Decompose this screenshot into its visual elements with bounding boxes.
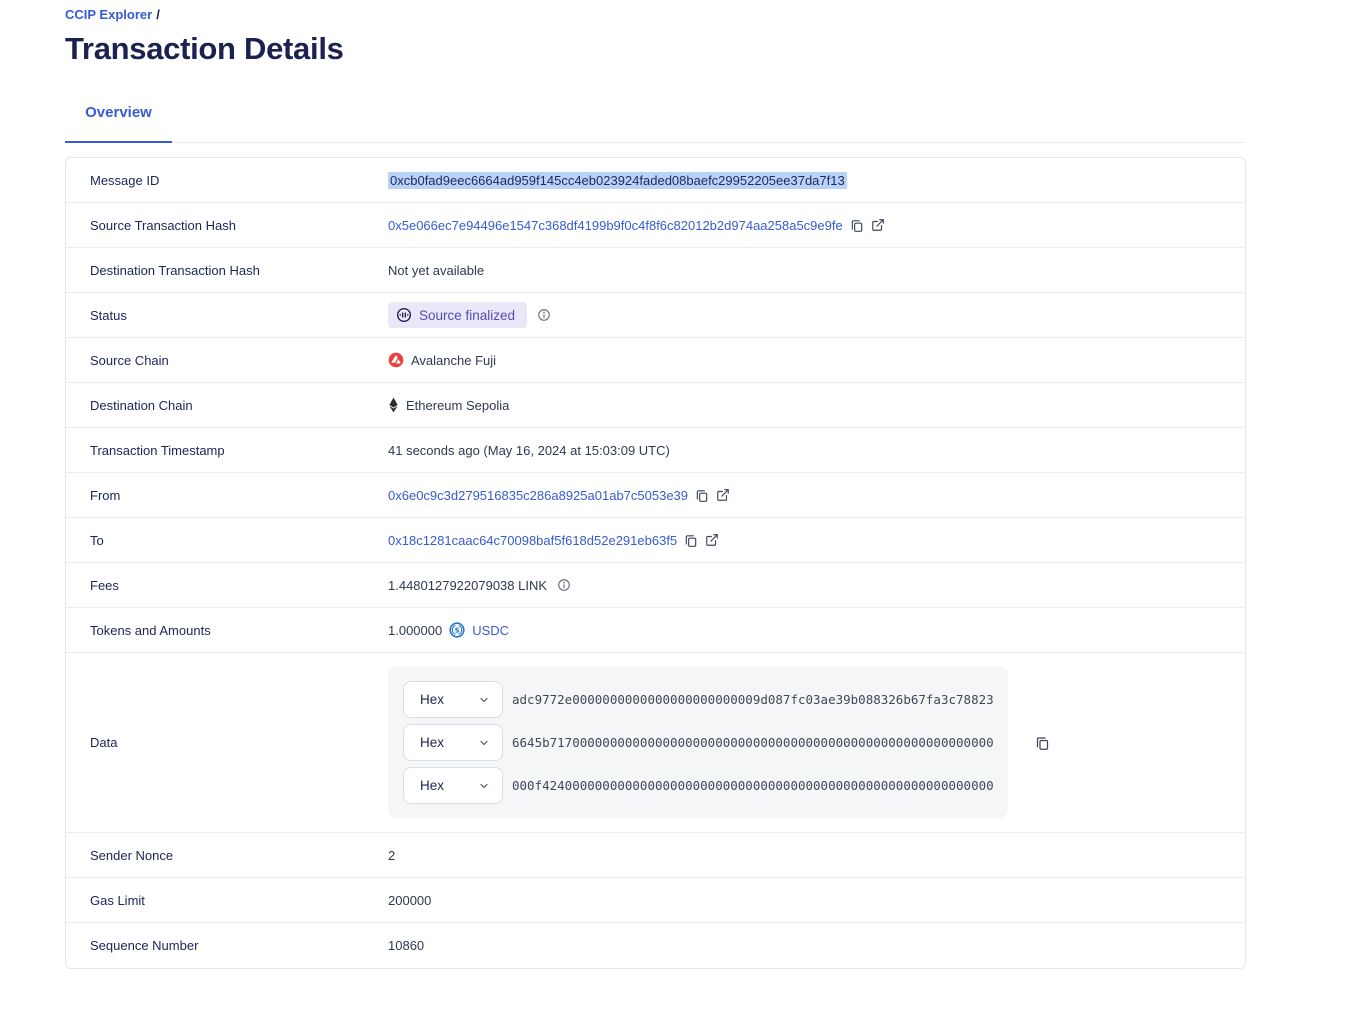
dest-tx-hash-label: Destination Transaction Hash bbox=[90, 262, 260, 278]
breadcrumb-separator: / bbox=[156, 7, 160, 22]
from-label: From bbox=[90, 487, 121, 503]
data-format-value: Hex bbox=[420, 778, 445, 793]
dest-chain-name: Ethereum Sepolia bbox=[406, 397, 510, 413]
source-tx-hash-label: Source Transaction Hash bbox=[90, 217, 236, 233]
data-hex-value: 000f424000000000000000000000000000000000… bbox=[512, 778, 994, 793]
row-fees: Fees 1.4480127922079038 LINK bbox=[66, 563, 1245, 608]
row-status: Status Source finalized bbox=[66, 293, 1245, 338]
message-id-label: Message ID bbox=[90, 172, 160, 188]
data-line: Hex 000f42400000000000000000000000000000… bbox=[403, 767, 994, 804]
external-link-icon[interactable] bbox=[716, 488, 730, 502]
row-dest-chain: Destination Chain Ethereum Sepolia bbox=[66, 383, 1245, 428]
breadcrumb: CCIP Explorer / bbox=[65, 7, 1246, 22]
dest-tx-hash-value: Not yet available bbox=[388, 262, 485, 278]
chevron-down-icon bbox=[478, 694, 490, 706]
breadcrumb-link-ccip-explorer[interactable]: CCIP Explorer bbox=[65, 7, 153, 22]
row-timestamp: Transaction Timestamp 41 seconds ago (Ma… bbox=[66, 428, 1245, 473]
status-label: Status bbox=[90, 307, 127, 323]
source-tx-hash-link[interactable]: 0x5e066ec7e94496e1547c368df4199b9f0c4f8f… bbox=[388, 217, 843, 233]
message-id-value: 0xcb0fad9eec6664ad959f145cc4eb023924fade… bbox=[388, 171, 847, 189]
row-to: To 0x18c1281caac64c70098baf5f618d52e291e… bbox=[66, 518, 1245, 563]
usdc-icon: $ bbox=[449, 622, 465, 638]
status-info-icon[interactable] bbox=[537, 308, 551, 322]
copy-icon[interactable] bbox=[1035, 735, 1050, 751]
sequence-number-label: Sequence Number bbox=[90, 938, 199, 953]
external-link-icon[interactable] bbox=[705, 533, 719, 547]
transaction-detail-table: Message ID 0xcb0fad9eec6664ad959f145cc4e… bbox=[65, 157, 1246, 969]
sender-nonce-value: 2 bbox=[388, 847, 396, 863]
fees-label: Fees bbox=[90, 577, 119, 593]
row-source-tx-hash: Source Transaction Hash 0x5e066ec7e94496… bbox=[66, 203, 1245, 248]
tab-overview[interactable]: Overview bbox=[65, 104, 172, 143]
gas-limit-label: Gas Limit bbox=[90, 892, 145, 908]
data-hex-value: adc9772e0000000000000000000000009d087fc0… bbox=[512, 692, 994, 707]
data-format-select[interactable]: Hex bbox=[403, 681, 503, 718]
status-badge-text: Source finalized bbox=[419, 307, 516, 323]
ethereum-icon bbox=[388, 397, 399, 413]
data-format-value: Hex bbox=[420, 692, 445, 707]
copy-icon[interactable] bbox=[850, 218, 864, 233]
source-chain-label: Source Chain bbox=[90, 352, 169, 368]
chevron-down-icon bbox=[478, 780, 490, 792]
status-badge: Source finalized bbox=[388, 302, 528, 328]
row-tokens: Tokens and Amounts 1.000000 $ USDC bbox=[66, 608, 1245, 653]
svg-text:$: $ bbox=[455, 627, 460, 635]
data-line: Hex adc9772e0000000000000000000000009d08… bbox=[403, 681, 994, 718]
data-hex-value: 6645b71700000000000000000000000000000000… bbox=[512, 735, 994, 750]
data-label: Data bbox=[90, 735, 118, 750]
timestamp-value: 41 seconds ago (May 16, 2024 at 15:03:09… bbox=[388, 442, 670, 458]
external-link-icon[interactable] bbox=[871, 218, 885, 232]
from-address-link[interactable]: 0x6e0c9c3d279516835c286a8925a01ab7c5053e… bbox=[388, 487, 689, 503]
sender-nonce-label: Sender Nonce bbox=[90, 847, 174, 863]
to-label: To bbox=[90, 532, 104, 548]
data-line: Hex 6645b7170000000000000000000000000000… bbox=[403, 724, 994, 761]
row-dest-tx-hash: Destination Transaction Hash Not yet ava… bbox=[66, 248, 1245, 293]
copy-icon[interactable] bbox=[684, 533, 698, 548]
row-sender-nonce: Sender Nonce 2 bbox=[66, 833, 1245, 878]
row-sequence-number: Sequence Number 10860 bbox=[66, 923, 1245, 968]
fees-info-icon[interactable] bbox=[557, 578, 571, 592]
usdc-token-link[interactable]: USDC bbox=[472, 622, 510, 638]
data-format-value: Hex bbox=[420, 735, 445, 750]
tokens-label: Tokens and Amounts bbox=[90, 622, 211, 638]
gas-limit-value: 200000 bbox=[388, 892, 432, 908]
sequence-number-value: 10860 bbox=[388, 938, 425, 953]
row-source-chain: Source Chain Avalanche Fuji bbox=[66, 338, 1245, 383]
row-from: From 0x6e0c9c3d279516835c286a8925a01ab7c… bbox=[66, 473, 1245, 518]
data-hex-box: Hex adc9772e0000000000000000000000009d08… bbox=[388, 667, 1008, 818]
page-title: Transaction Details bbox=[65, 31, 344, 66]
avalanche-icon bbox=[388, 352, 404, 368]
dest-chain-label: Destination Chain bbox=[90, 397, 193, 413]
source-finalized-icon bbox=[396, 307, 412, 323]
tab-bar: Overview bbox=[65, 104, 1246, 143]
data-format-select[interactable]: Hex bbox=[403, 767, 503, 804]
row-gas-limit: Gas Limit 200000 bbox=[66, 878, 1245, 923]
row-data: Data Hex adc9772e00000000000000000000000… bbox=[66, 653, 1245, 833]
source-chain-name: Avalanche Fuji bbox=[411, 352, 497, 368]
fees-value: 1.4480127922079038 LINK bbox=[388, 577, 548, 593]
to-address-link[interactable]: 0x18c1281caac64c70098baf5f618d52e291eb63… bbox=[388, 532, 678, 548]
row-message-id: Message ID 0xcb0fad9eec6664ad959f145cc4e… bbox=[66, 158, 1245, 203]
timestamp-label: Transaction Timestamp bbox=[90, 442, 225, 458]
token-amount: 1.000000 bbox=[388, 622, 443, 638]
chevron-down-icon bbox=[478, 737, 490, 749]
copy-icon[interactable] bbox=[695, 488, 709, 503]
data-format-select[interactable]: Hex bbox=[403, 724, 503, 761]
